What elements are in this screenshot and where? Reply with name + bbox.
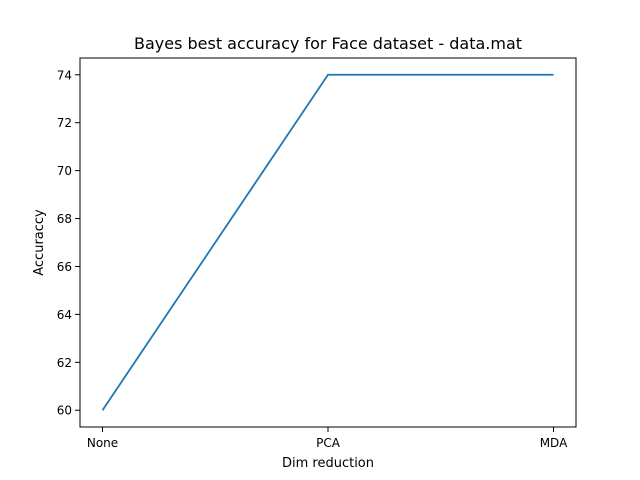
y-axis-label: Accuraccy [32,209,47,276]
y-tick-label: 72 [57,116,72,130]
x-axis-label: Dim reduction [282,456,374,471]
y-tick-label: 68 [57,212,72,226]
x-tick-label: MDA [540,436,568,450]
series-layer [101,73,554,411]
y-tick-label: 74 [57,68,72,82]
y-tick-label: 62 [57,356,72,370]
x-tick-label: None [87,436,118,450]
y-tick-label: 64 [57,308,72,322]
y-axis: 60 62 64 66 68 70 72 74 [57,68,80,418]
y-tick-label: 60 [57,404,72,418]
y-tick-label: 66 [57,260,72,274]
chart-title: Bayes best accuracy for Face dataset - d… [134,34,522,53]
series-line [101,73,554,411]
y-tick-label: 70 [57,164,72,178]
plot-area-frame [79,57,577,428]
x-tick-label: PCA [316,436,341,450]
x-axis: None PCA MDA [87,427,568,450]
